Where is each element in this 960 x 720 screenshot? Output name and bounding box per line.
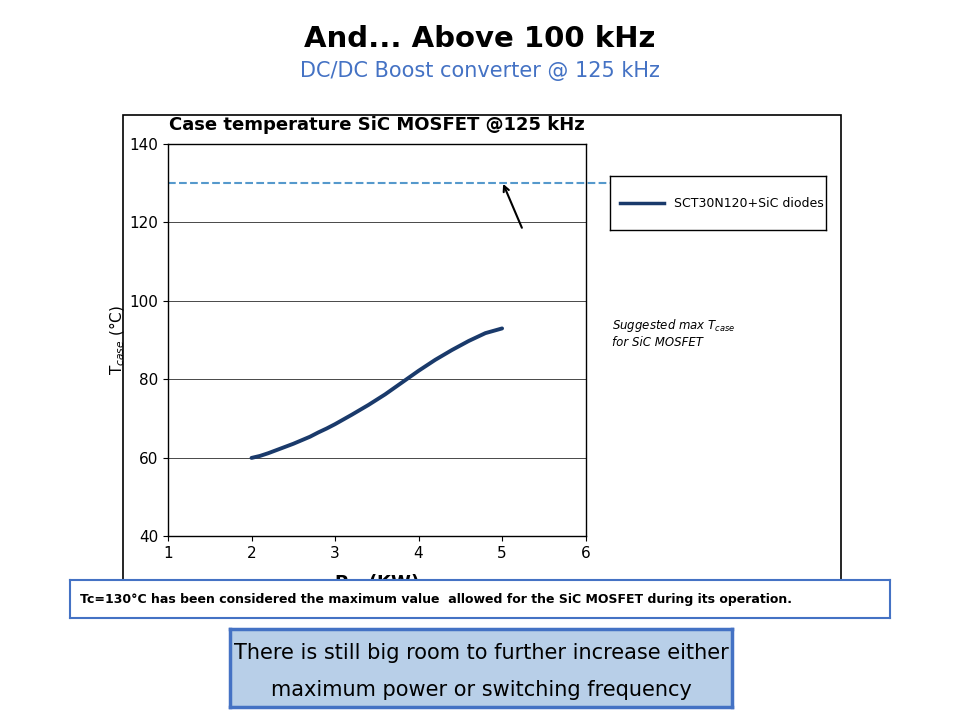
Text: And... Above 100 kHz: And... Above 100 kHz [304, 25, 656, 53]
X-axis label: P$_{out}$(KW): P$_{out}$(KW) [334, 572, 420, 593]
Title: Case temperature SiC MOSFET @125 kHz: Case temperature SiC MOSFET @125 kHz [169, 116, 585, 134]
Text: Suggested max T$_{case}$
for SiC MOSFET: Suggested max T$_{case}$ for SiC MOSFET [612, 317, 736, 348]
Text: There is still big room to further increase either: There is still big room to further incre… [233, 643, 729, 662]
Y-axis label: T$_{case}$ (°C): T$_{case}$ (°C) [108, 305, 127, 375]
Text: DC/DC Boost converter @ 125 kHz: DC/DC Boost converter @ 125 kHz [300, 61, 660, 81]
Text: SCT30N120+SiC diodes: SCT30N120+SiC diodes [674, 197, 824, 210]
Text: maximum power or switching frequency: maximum power or switching frequency [271, 680, 691, 700]
Text: Tc=130°C has been considered the maximum value  allowed for the SiC MOSFET durin: Tc=130°C has been considered the maximum… [80, 593, 792, 606]
